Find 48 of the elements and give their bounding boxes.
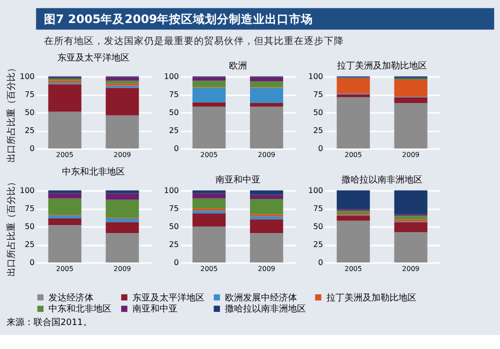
chart-title: 东亚及太平洋地区 bbox=[58, 52, 130, 64]
y-tick-label: 100 bbox=[20, 72, 35, 81]
y-tick-label: 100 bbox=[308, 72, 324, 81]
y-tick-label: 25 bbox=[24, 126, 35, 135]
y-tick-label: 75 bbox=[24, 90, 35, 99]
y-tick-label: 25 bbox=[313, 126, 324, 135]
y-tick-label: 50 bbox=[24, 108, 35, 117]
y-tick-label: 75 bbox=[313, 90, 324, 99]
y-tick-label: 75 bbox=[313, 204, 324, 213]
source-note: 来源：联合国2011。 bbox=[6, 316, 92, 328]
y-tick-label: 75 bbox=[168, 90, 179, 99]
y-tick-label: 100 bbox=[164, 186, 179, 195]
text: 在所有地区，发达国家仍是最重要的贸易伙伴，但其比重在逐步下降 bbox=[44, 35, 344, 48]
y-tick-label: 25 bbox=[168, 240, 179, 249]
y-tick-label: 75 bbox=[24, 204, 35, 213]
y-tick-label: 0 bbox=[174, 258, 179, 267]
y-tick-label: 25 bbox=[24, 240, 35, 249]
legend-label: 发达经济体 bbox=[48, 292, 94, 304]
y-tick-label: 50 bbox=[313, 108, 324, 117]
y-tick-label: 50 bbox=[313, 222, 324, 231]
y-tick-label: 0 bbox=[318, 258, 324, 267]
y-tick-label: 0 bbox=[174, 144, 179, 153]
y-tick-label: 0 bbox=[30, 258, 35, 267]
chart-title: 欧洲 bbox=[228, 60, 247, 72]
legend-label: 南亚和中亚 bbox=[132, 304, 178, 315]
chart-title: 南亚和中亚 bbox=[215, 174, 260, 186]
y-tick-label: 50 bbox=[168, 108, 179, 117]
text: 图7 2005年及2009年按区域划分制造业出口市场 bbox=[44, 12, 314, 26]
y-tick-label: 75 bbox=[168, 204, 179, 213]
legend-label: 中东和北非地区 bbox=[48, 304, 112, 315]
chart-title: 拉丁美洲及加勒比地区 bbox=[337, 60, 428, 72]
y-tick-label: 100 bbox=[20, 186, 35, 195]
y-tick-label: 25 bbox=[313, 240, 324, 249]
y-tick-label: 0 bbox=[30, 144, 35, 153]
legend-label: 东亚及太平洋地区 bbox=[132, 292, 205, 304]
legend-label: 撒哈拉以南非洲地区 bbox=[225, 304, 306, 315]
y-tick-label: 50 bbox=[168, 222, 179, 231]
chart-title: 中东和北非地区 bbox=[62, 166, 126, 178]
y-axis-title: 出口所占比重（百分比） bbox=[6, 63, 17, 162]
chart-title: 撒哈拉以南非洲地区 bbox=[342, 174, 423, 186]
legend-label: 拉丁美洲及加勒比地区 bbox=[326, 292, 417, 304]
y-tick-label: 100 bbox=[308, 186, 324, 195]
y-tick-label: 100 bbox=[164, 72, 179, 81]
y-tick-label: 50 bbox=[24, 222, 35, 231]
y-axis-title: 出口所占比重（百分比） bbox=[6, 177, 17, 276]
y-tick-label: 25 bbox=[168, 126, 179, 135]
legend-label: 欧洲发展中经济体 bbox=[225, 292, 298, 304]
y-tick-label: 0 bbox=[318, 144, 324, 153]
